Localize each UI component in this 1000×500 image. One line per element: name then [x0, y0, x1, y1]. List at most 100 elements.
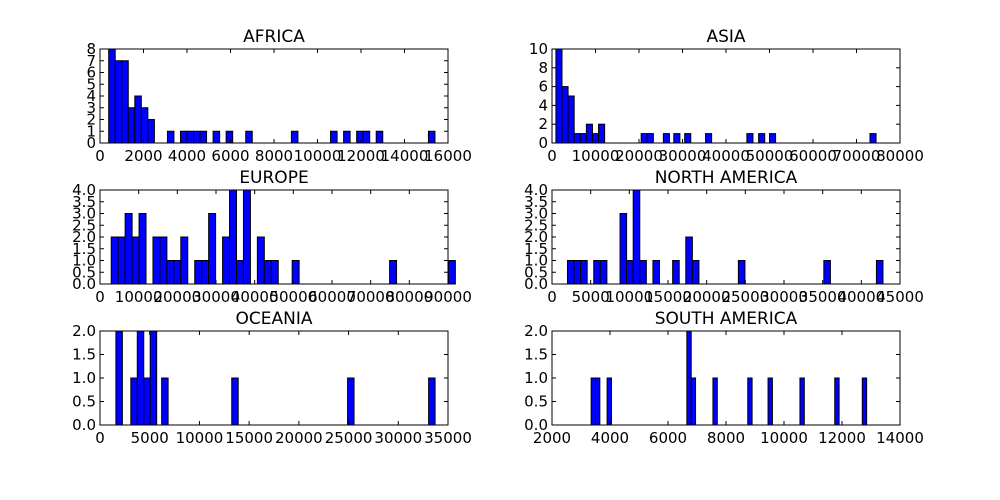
- subplot-oceania: 0 5000 10000 15000 20000 25000 30000 35000 0.0 0.…: [72, 309, 472, 447]
- histogram-bar: [427, 130, 436, 144]
- y-tick-label: 1.0: [524, 369, 548, 387]
- histogram-bar: [686, 330, 692, 426]
- x-tick-label: 14000: [876, 429, 924, 447]
- y-tick-label: 2.0: [524, 322, 548, 340]
- histogram-bar: [263, 260, 272, 285]
- y-tick-label: 1.5: [72, 346, 96, 364]
- x-tick-label: 12000: [818, 429, 866, 447]
- histogram-bar: [646, 133, 654, 144]
- x-tick-label: 60000: [789, 147, 837, 165]
- x-tick-label: 40000: [837, 288, 885, 306]
- x-tick-label: 12000: [337, 147, 385, 165]
- x-tick-label: 6000: [211, 147, 249, 165]
- histogram-bar: [606, 377, 612, 426]
- y-tick-label: 0: [86, 134, 96, 152]
- histogram-bar: [235, 260, 244, 285]
- histogram-bar: [242, 189, 251, 285]
- x-tick-label: 4000: [591, 429, 629, 447]
- histogram-bar: [555, 48, 563, 144]
- y-tick-label: 1.5: [524, 346, 548, 364]
- histogram-bar: [712, 377, 718, 426]
- histogram-bar: [590, 377, 597, 426]
- y-tick-label: 3.0: [524, 205, 548, 223]
- y-tick-label: 2: [538, 115, 548, 133]
- x-tick-label: 50000: [269, 288, 317, 306]
- y-tick-label: 1.0: [524, 252, 548, 270]
- y-tick-label: 3.5: [72, 193, 96, 211]
- subplot-asia: 0 100002000030000400005000060000700008000…: [529, 27, 924, 165]
- histogram-bar: [136, 330, 145, 426]
- histogram-bar: [769, 133, 777, 144]
- histogram-bar: [134, 95, 142, 144]
- histogram-bar: [186, 130, 195, 144]
- histogram-bar: [131, 236, 140, 285]
- histogram-bar: [746, 133, 754, 144]
- x-tick-label: 16000: [424, 147, 472, 165]
- histogram-bar: [161, 377, 169, 426]
- x-tick-label: 35000: [799, 288, 847, 306]
- y-tick-label: 1.0: [72, 369, 96, 387]
- histogram-bar: [152, 236, 161, 285]
- x-tick-label: 10000: [572, 147, 620, 165]
- y-tick-label: 0.5: [72, 393, 96, 411]
- histogram-bar: [389, 260, 398, 285]
- histogram-bar: [640, 133, 648, 144]
- histogram-bar: [428, 377, 436, 426]
- histogram-bar: [767, 377, 773, 426]
- y-tick-label: 7: [86, 52, 96, 70]
- x-tick-label: 20000: [615, 147, 663, 165]
- histogram-bar: [639, 260, 647, 285]
- y-tick-label: 4.0: [72, 181, 96, 199]
- y-tick-label: 0.0: [72, 275, 96, 293]
- x-tick-label: 0: [547, 147, 557, 165]
- histogram-bar: [330, 130, 338, 144]
- histogram-bar: [705, 133, 713, 144]
- histogram-bar: [593, 260, 601, 285]
- x-tick-label: 70000: [833, 147, 881, 165]
- y-tick-label: 2.5: [72, 216, 96, 234]
- histogram-bar: [362, 130, 371, 144]
- y-tick-label: 6: [538, 78, 548, 96]
- histogram-bar: [166, 130, 175, 144]
- x-tick-label: 8000: [255, 147, 293, 165]
- x-tick-label: 80000: [876, 147, 924, 165]
- x-tick-label: 30000: [760, 288, 808, 306]
- histogram-bar: [690, 377, 697, 426]
- x-tick-label: 20000: [153, 288, 201, 306]
- subplot-africa: 0 2000 4000 6000 8000 10000120001400016000012…: [86, 27, 471, 165]
- histogram-bar: [685, 236, 693, 285]
- y-tick-label: 0.0: [524, 416, 548, 434]
- x-tick-label: 4000: [168, 147, 206, 165]
- histogram-bar: [143, 377, 151, 426]
- x-tick-label: 50000: [746, 147, 794, 165]
- y-tick-label: 10: [529, 40, 548, 58]
- y-tick-label: 5: [86, 75, 96, 93]
- histogram-bar: [619, 213, 628, 285]
- histogram-bar: [193, 130, 201, 144]
- histogram-bar: [225, 130, 234, 144]
- x-tick-label: 0: [547, 288, 557, 306]
- histogram-bar: [869, 133, 877, 144]
- histogram-bar: [356, 130, 364, 144]
- x-tick-label: 6000: [649, 429, 687, 447]
- y-tick-label: 0: [538, 134, 548, 152]
- x-tick-label: 15000: [644, 288, 692, 306]
- histogram-bar: [573, 260, 582, 285]
- x-tick-label: 45000: [876, 288, 924, 306]
- y-tick-label: 0.5: [72, 263, 96, 281]
- histogram-bar: [823, 260, 831, 285]
- histogram-bar: [117, 236, 126, 285]
- histogram-bar: [159, 236, 168, 285]
- histogram-bar: [222, 236, 231, 285]
- x-tick-label: 10000: [294, 147, 342, 165]
- x-tick-label: 30000: [659, 147, 707, 165]
- x-tick-label: 25000: [325, 429, 373, 447]
- y-tick-label: 2.0: [72, 322, 96, 340]
- y-tick-label: 0.5: [524, 393, 548, 411]
- histogram-bar: [447, 260, 456, 285]
- y-tick-label: 0.0: [72, 416, 96, 434]
- histogram-bar: [166, 260, 175, 285]
- x-tick-label: 25000: [721, 288, 769, 306]
- x-tick-label: 35000: [424, 429, 472, 447]
- histogram-bar: [180, 236, 189, 285]
